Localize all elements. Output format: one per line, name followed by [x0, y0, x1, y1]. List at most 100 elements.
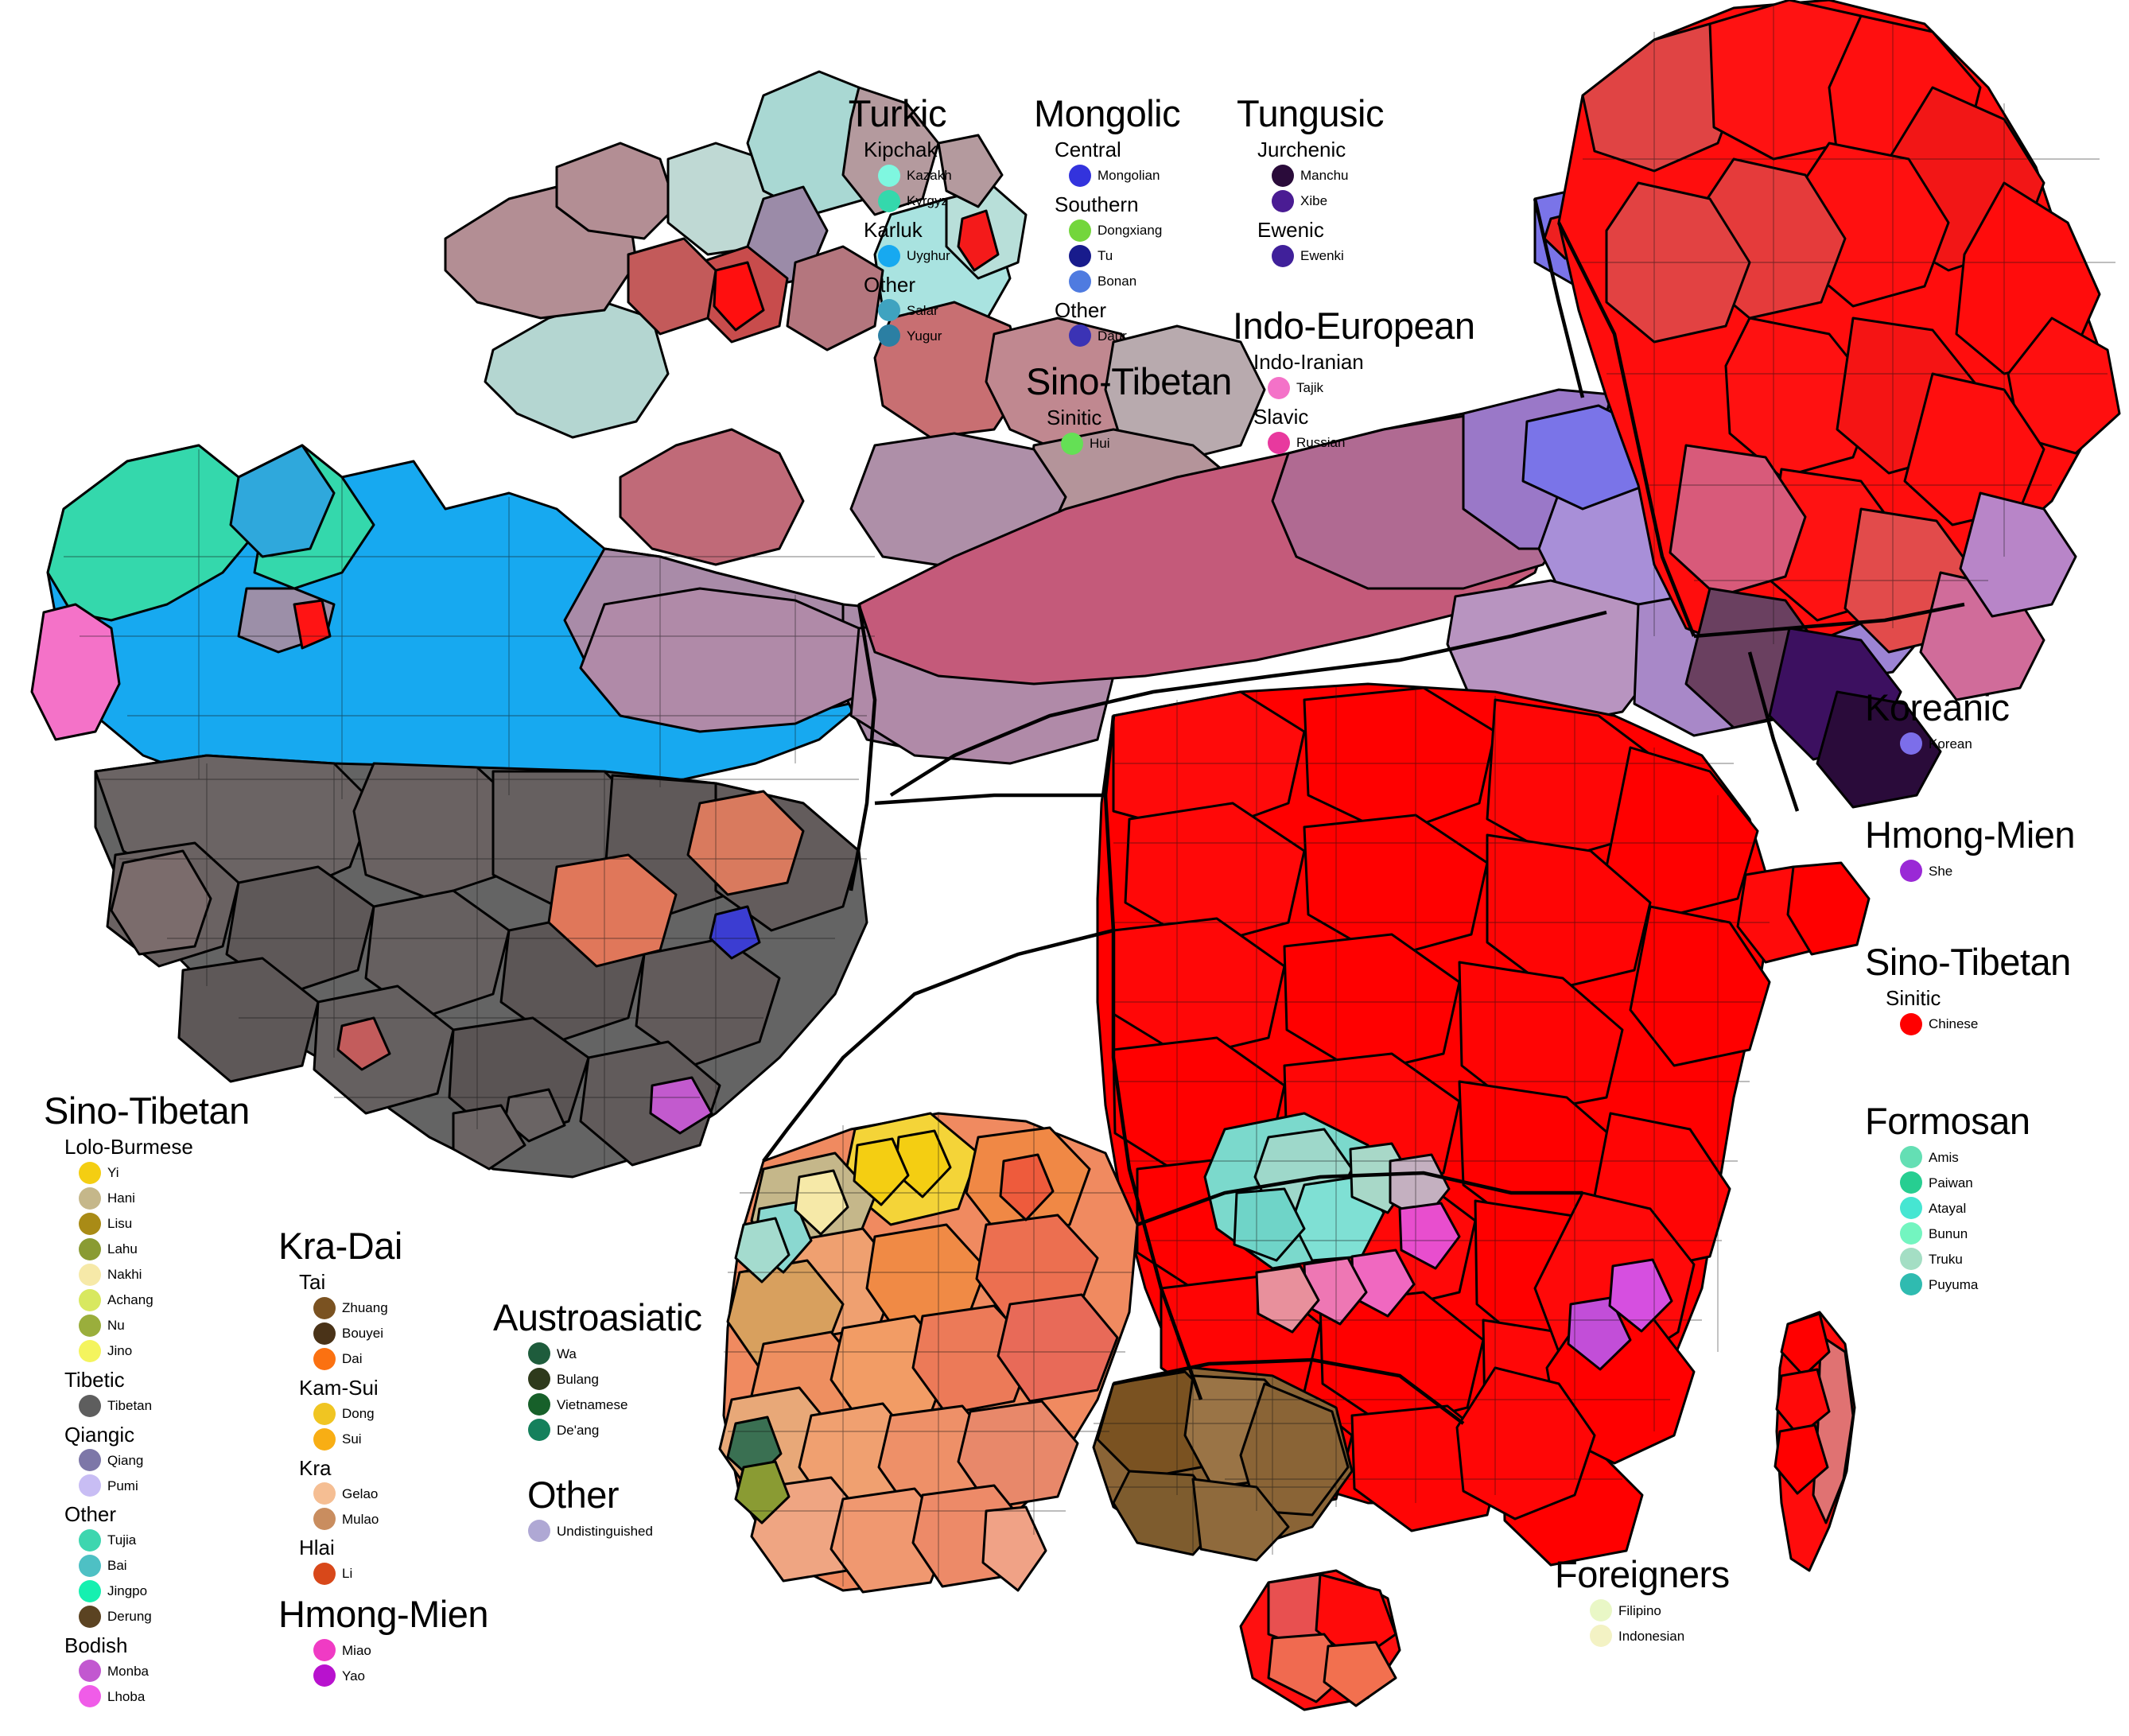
- legend-item-label: Puyuma: [1929, 1276, 1979, 1292]
- color-swatch: [528, 1419, 550, 1442]
- legend-item-vietnamese[interactable]: Vietnamese: [528, 1392, 702, 1416]
- legend-item-undistinguished[interactable]: Undistinguished: [528, 1519, 653, 1543]
- legend-family-title: Sino-Tibetan: [44, 1089, 250, 1132]
- legend-item-ewenki[interactable]: Ewenki: [1272, 244, 1384, 268]
- legend-other: Other Undistinguished: [493, 1475, 653, 1544]
- legend-item-sui[interactable]: Sui: [313, 1427, 402, 1451]
- legend-hmong-mien-left: Hmong-Mien Miao Yao: [278, 1594, 489, 1689]
- legend-item-label: Bonan: [1098, 274, 1137, 289]
- legend-family-title: Austroasiatic: [493, 1296, 702, 1338]
- legend-item-truku[interactable]: Truku: [1900, 1247, 2030, 1271]
- legend-item-salar[interactable]: Salar: [878, 298, 952, 322]
- legend-item-korean[interactable]: Korean: [1900, 732, 2010, 755]
- legend-item-bouyei[interactable]: Bouyei: [313, 1322, 402, 1346]
- legend-item-li[interactable]: Li: [313, 1562, 402, 1586]
- legend-item-tu[interactable]: Tu: [1069, 244, 1180, 268]
- color-swatch: [528, 1342, 550, 1365]
- legend-item-indonesian[interactable]: Indonesian: [1590, 1624, 1730, 1648]
- legend-family-title: Foreigners: [1555, 1553, 1730, 1595]
- legend-item-wa[interactable]: Wa: [528, 1342, 702, 1365]
- color-swatch: [1069, 244, 1091, 267]
- legend-item-manchu[interactable]: Manchu: [1272, 164, 1384, 188]
- legend-item-label: Salar: [907, 302, 938, 318]
- legend-item-lahu[interactable]: Lahu: [79, 1237, 250, 1261]
- legend-family-title: Hmong-Mien: [1865, 814, 2076, 856]
- legend-item-gelao[interactable]: Gelao: [313, 1482, 402, 1505]
- legend-item-daur[interactable]: Daur: [1069, 324, 1180, 348]
- legend-item-tajik[interactable]: Tajik: [1268, 376, 1474, 400]
- legend-branch-title: Southern: [1055, 192, 1139, 216]
- legend-item-label: Mongolian: [1098, 168, 1160, 184]
- legend-branch-title: Bodish: [64, 1633, 128, 1657]
- legend-item-yao[interactable]: Yao: [313, 1664, 488, 1687]
- color-swatch: [313, 1482, 336, 1505]
- legend-item-monba[interactable]: Monba: [79, 1659, 250, 1683]
- legend-item-russian[interactable]: Russian: [1268, 431, 1474, 455]
- legend-item-label: Amis: [1929, 1149, 1959, 1165]
- legend-branch-title: Ewenic: [1257, 217, 1324, 242]
- legend-item-hani[interactable]: Hani: [79, 1186, 250, 1210]
- legend-item-zhuang[interactable]: Zhuang: [313, 1296, 402, 1320]
- legend-item-bai[interactable]: Bai: [79, 1554, 250, 1578]
- legend-item-mongolian[interactable]: Mongolian: [1069, 164, 1180, 188]
- legend-item-nu[interactable]: Nu: [79, 1314, 250, 1338]
- color-swatch: [313, 1322, 336, 1345]
- legend-item-uyghur[interactable]: Uyghur: [878, 244, 952, 268]
- legend-item-bunun[interactable]: Bunun: [1900, 1221, 2030, 1245]
- legend-item-tujia[interactable]: Tujia: [79, 1528, 250, 1552]
- legend-item-jingpo[interactable]: Jingpo: [79, 1579, 250, 1603]
- legend-item-kazakh[interactable]: Kazakh: [878, 164, 952, 188]
- legend-item-chinese[interactable]: Chinese: [1900, 1012, 2071, 1036]
- legend-item-achang[interactable]: Achang: [79, 1288, 250, 1312]
- legend-hmong-mien-right: Hmong-Mien She: [1865, 814, 2076, 884]
- legend-item-tibetan[interactable]: Tibetan: [79, 1394, 250, 1418]
- color-swatch: [79, 1288, 101, 1311]
- legend-item-yugur[interactable]: Yugur: [878, 324, 952, 348]
- legend-item-xibe[interactable]: Xibe: [1272, 189, 1384, 213]
- legend-item-label: Dai: [342, 1351, 363, 1367]
- legend-item-dai[interactable]: Dai: [313, 1347, 402, 1371]
- legend-item-she[interactable]: She: [1900, 859, 2075, 883]
- legend-item-amis[interactable]: Amis: [1900, 1145, 2030, 1169]
- legend-item-yi[interactable]: Yi: [79, 1161, 250, 1185]
- legend-item-derung[interactable]: Derung: [79, 1605, 250, 1629]
- legend-item-paiwan[interactable]: Paiwan: [1900, 1171, 2030, 1194]
- legend-family-title: Sino-Tibetan: [1026, 360, 1232, 402]
- legend-item-label: Kazakh: [907, 168, 952, 184]
- legend-item-bulang[interactable]: Bulang: [528, 1367, 702, 1391]
- legend-item-label: Dong: [342, 1406, 375, 1422]
- legend-item-label: Xibe: [1300, 193, 1328, 209]
- color-swatch: [878, 244, 900, 267]
- legend-item-lisu[interactable]: Lisu: [79, 1212, 250, 1236]
- legend-item-label: Yi: [107, 1165, 119, 1181]
- legend-item-puyuma[interactable]: Puyuma: [1900, 1272, 2030, 1296]
- color-swatch: [878, 324, 900, 348]
- legend-item-atayal[interactable]: Atayal: [1900, 1196, 2030, 1220]
- color-swatch: [1272, 164, 1294, 187]
- legend-item-label: Hui: [1090, 436, 1110, 452]
- legend-item-label: Chinese: [1929, 1016, 1979, 1032]
- legend-item-dong[interactable]: Dong: [313, 1402, 402, 1426]
- legend-item-label: Bunun: [1929, 1225, 1968, 1241]
- legend-item-kyrgyz[interactable]: Kyrgyz: [878, 189, 952, 213]
- legend-item-hui[interactable]: Hui: [1061, 432, 1232, 456]
- legend-turkic: Turkic Kipchak Kazakh Kyrgyz Karluk Uygh…: [843, 94, 952, 349]
- legend-family-title: Koreanic: [1865, 686, 2010, 728]
- legend-item-nakhi[interactable]: Nakhi: [79, 1263, 250, 1287]
- legend-item-mulao[interactable]: Mulao: [313, 1507, 402, 1531]
- color-swatch: [79, 1554, 101, 1577]
- legend-item-qiang[interactable]: Qiang: [79, 1448, 250, 1472]
- color-swatch: [1069, 219, 1091, 242]
- legend-item-pumi[interactable]: Pumi: [79, 1474, 250, 1497]
- province-borders: [762, 198, 1965, 1425]
- legend-item-filipino[interactable]: Filipino: [1590, 1598, 1730, 1622]
- legend-item-dongxiang[interactable]: Dongxiang: [1069, 219, 1180, 243]
- legend-item-bonan[interactable]: Bonan: [1069, 270, 1180, 293]
- legend-item-label: Lahu: [107, 1241, 138, 1257]
- legend-item-jino[interactable]: Jino: [79, 1339, 250, 1363]
- legend-family-title: Mongolic: [1034, 92, 1181, 134]
- legend-item-miao[interactable]: Miao: [313, 1638, 488, 1662]
- legend-item-deang[interactable]: De'ang: [528, 1418, 702, 1442]
- legend-tungusic: Tungusic Jurchenic Manchu Xibe Ewenic Ew…: [1237, 94, 1384, 270]
- legend-item-lhoba[interactable]: Lhoba: [79, 1684, 250, 1708]
